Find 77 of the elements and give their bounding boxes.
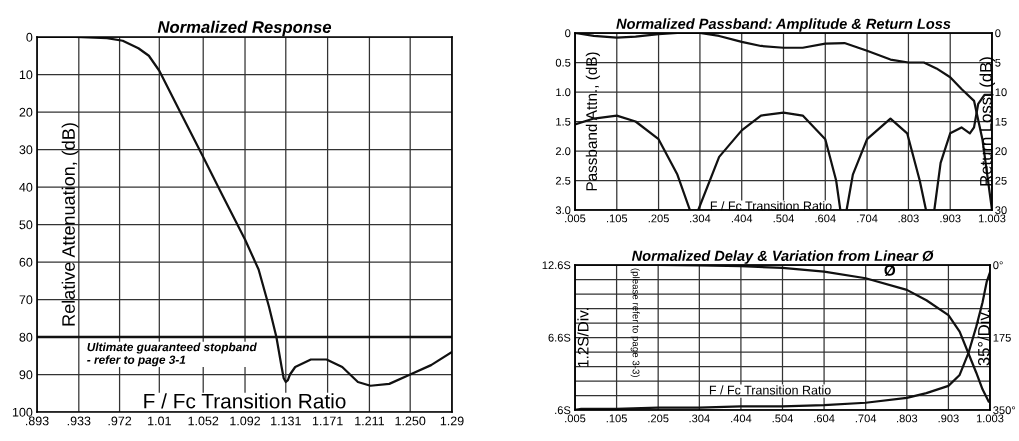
x-axis-title: F / Fc Transition Ratio [709,385,831,395]
y-tick-label: 2.0 [555,147,571,156]
x-tick-label: 1.003 [978,214,1006,223]
annotation: (please refer to page 3-3) [630,268,640,377]
x-tick-label: 1.250 [395,416,426,426]
y-tick-label: 0 [26,32,33,42]
chart-title: Normalized Passband: Amplitude & Return Loss [616,18,951,32]
y-tick-label: 80 [19,332,33,342]
x-tick-label: .005 [565,214,586,223]
y-tick-label: 50 [19,220,33,230]
x-tick-label: .404 [731,414,752,423]
y-tick-label: 40 [19,182,33,192]
y2-axis-title: 35°/Div. [977,310,990,366]
y-tick-label: 3.0 [555,206,571,215]
x-tick-label: .105 [606,214,628,223]
y-axis-title: 1.2S/Div. [577,308,589,367]
y2-tick-label: 175 [993,333,1011,342]
x-axis-title: F / Fc Transition Ratio [144,393,346,409]
x-tick-label: .604 [815,214,836,223]
y2-tick-label: 15 [995,117,1007,126]
y-tick-label: 70 [19,295,33,305]
x-tick-label: .205 [648,414,669,423]
y2-tick-label: 5 [995,58,1001,67]
y-tick-label: .6S [555,406,571,415]
y-tick-label: 30 [19,145,33,155]
chart-title: Normalized Delay & Variation from Linear Ø [631,250,934,264]
y-tick-label: 20 [19,107,33,117]
x-tick-label: .404 [731,214,753,223]
y-tick-label: 100 [12,407,33,417]
y-tick-label: 12.6S [542,261,571,270]
y-tick-label: 0 [565,29,571,38]
x-tick-label: .704 [857,214,878,223]
x-tick-label: .504 [773,214,794,223]
y-axis-title: Relative Attenuation, (dB) [61,123,79,326]
x-tick-label: .903 [940,214,961,223]
x-tick-label: 1.092 [230,416,261,426]
x-tick-label: .304 [690,214,711,223]
x-tick-label: 1.052 [188,416,219,426]
y-tick-label: 1.0 [556,88,571,97]
x-tick-label: 1.29 [440,416,464,426]
x-tick-label: .005 [565,414,586,423]
x-tick-label: 1.01 [148,416,171,426]
ref-line-label: Ultimate guaranteed stopband - refer to page 3-1 [87,342,257,367]
series-label: Ø [884,264,896,277]
x-tick-label: 1.171 [312,416,343,426]
y2-tick-label: 10 [995,88,1007,97]
x-tick-label: .972 [108,416,132,426]
x-tick-label: .903 [938,414,959,423]
y-tick-label: 0.5 [555,58,571,67]
x-tick-label: .604 [814,414,835,423]
y2-tick-label: 350° [993,406,1016,415]
y2-tick-label: 20 [995,147,1007,156]
x-tick-label: .933 [67,416,91,426]
y-tick-label: 1.5 [556,117,571,126]
x-tick-label: .504 [772,414,793,423]
y2-tick-label: 30 [995,206,1007,215]
y2-tick-label: 0 [995,29,1001,38]
y-axis-title: Passband Attn., (dB) [585,52,601,191]
x-tick-label: 1.211 [355,416,384,426]
y-tick-label: 60 [19,257,33,267]
x-tick-label: .803 [897,414,918,423]
chart-title: Normalized Response [157,20,332,37]
y-tick-label: 6.6S [548,333,571,342]
x-tick-label: .205 [648,214,669,223]
x-tick-label: .803 [898,214,919,223]
y2-tick-label: 0° [993,261,1003,270]
y-tick-label: 2.5 [555,176,571,185]
x-tick-label: .893 [25,416,49,426]
y2-tick-label: 25 [995,176,1007,185]
x-tick-label: .704 [855,414,877,423]
x-axis-title: F / Fc Transition Ratio [710,201,832,211]
y-tick-label: 10 [19,70,33,80]
x-tick-label: 1.003 [976,414,1004,423]
x-tick-label: 1.131 [271,416,301,426]
x-tick-label: .105 [606,414,627,423]
x-tick-label: .304 [689,414,710,423]
y-tick-label: 90 [19,370,33,380]
